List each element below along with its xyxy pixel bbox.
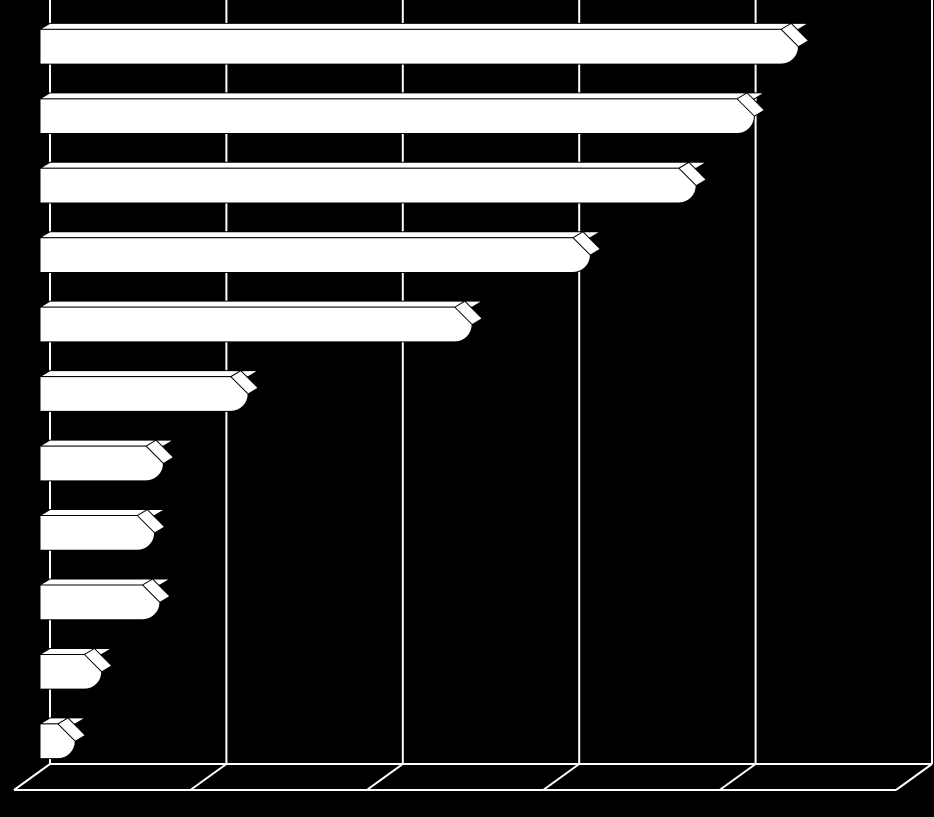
- bar: [40, 371, 258, 412]
- bar: [40, 440, 173, 481]
- bar: [40, 162, 706, 203]
- bar: [40, 579, 170, 620]
- bar: [40, 93, 764, 134]
- bar: [40, 23, 809, 64]
- bar: [40, 301, 482, 342]
- bar: [40, 232, 600, 273]
- horizontal-bar-chart: [0, 0, 934, 817]
- bar: [40, 510, 165, 551]
